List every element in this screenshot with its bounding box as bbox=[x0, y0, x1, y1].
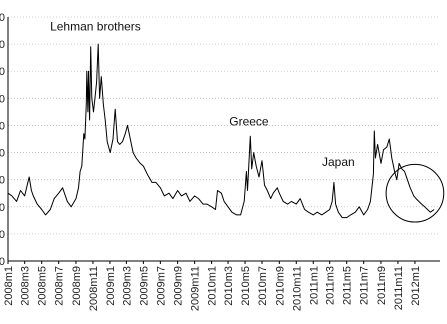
series-layer bbox=[7, 43, 435, 219]
highlight-circle bbox=[385, 163, 445, 223]
x-tick-label: 2009m5 bbox=[138, 266, 150, 306]
x-axis-ticks: 2008m1 2008m3 2008m5 2008m7 2008m9 2008m11 200… bbox=[3, 261, 422, 311]
x-tick-label: 2010m3 bbox=[223, 266, 235, 306]
x-tick-label: 2011m1 bbox=[308, 266, 320, 305]
series-line bbox=[7, 43, 435, 219]
x-tick-label: 2009m9 bbox=[173, 266, 185, 306]
x-tick-label: 2008m9 bbox=[71, 266, 83, 306]
x-tick-label: 2009m1 bbox=[105, 266, 117, 306]
x-tick-label: 2011m3 bbox=[325, 266, 337, 305]
y-tick-label: 60 bbox=[0, 93, 5, 105]
highlight-layer bbox=[385, 163, 445, 223]
y-tick-label: 20 bbox=[0, 202, 5, 214]
y-tick-label: 40 bbox=[0, 148, 5, 160]
x-tick-label: 2011m11 bbox=[393, 266, 405, 310]
x-tick-label: 2008m11 bbox=[88, 266, 100, 311]
annotation-label: Lehman brothers bbox=[50, 20, 141, 34]
x-tick-label: 2008m7 bbox=[54, 266, 66, 306]
x-tick-label: 2011m5 bbox=[342, 266, 354, 305]
y-tick-label: 70 bbox=[0, 66, 5, 78]
x-tick-label: 2009m11 bbox=[190, 266, 202, 311]
gridlines bbox=[7, 16, 440, 262]
x-tick-label: 2011m7 bbox=[359, 266, 371, 305]
y-tick-label: 0 bbox=[0, 256, 5, 268]
x-tick-label: 2008m3 bbox=[20, 266, 32, 306]
x-tick-label: 2009m3 bbox=[121, 266, 133, 306]
annotation-label: Japan bbox=[322, 155, 355, 169]
x-tick-label: 2010m5 bbox=[240, 266, 252, 306]
y-axis-ticks: 0 10 20 30 40 50 60 70 80 90 bbox=[0, 12, 5, 268]
x-tick-label: 2008m1 bbox=[3, 266, 15, 306]
y-tick-label: 90 bbox=[0, 12, 5, 24]
x-tick-label: 2012m1 bbox=[410, 266, 422, 306]
annotation-label: Greece bbox=[229, 114, 269, 128]
x-tick-label: 2009m7 bbox=[155, 266, 167, 306]
x-tick-label: 2010m7 bbox=[257, 266, 269, 306]
x-tick-label: 2010m1 bbox=[207, 266, 219, 306]
y-tick-label: 30 bbox=[0, 175, 5, 187]
y-tick-label: 50 bbox=[0, 120, 5, 132]
x-tick-label: 2010m9 bbox=[274, 266, 286, 306]
y-tick-label: 80 bbox=[0, 39, 5, 51]
y-tick-label: 10 bbox=[0, 229, 5, 241]
x-tick-label: 2010m11 bbox=[291, 266, 303, 311]
x-tick-label: 2008m5 bbox=[37, 266, 49, 306]
annotations: Lehman brothers Greece Japan bbox=[50, 20, 355, 170]
x-tick-label: 2011m9 bbox=[376, 266, 388, 305]
